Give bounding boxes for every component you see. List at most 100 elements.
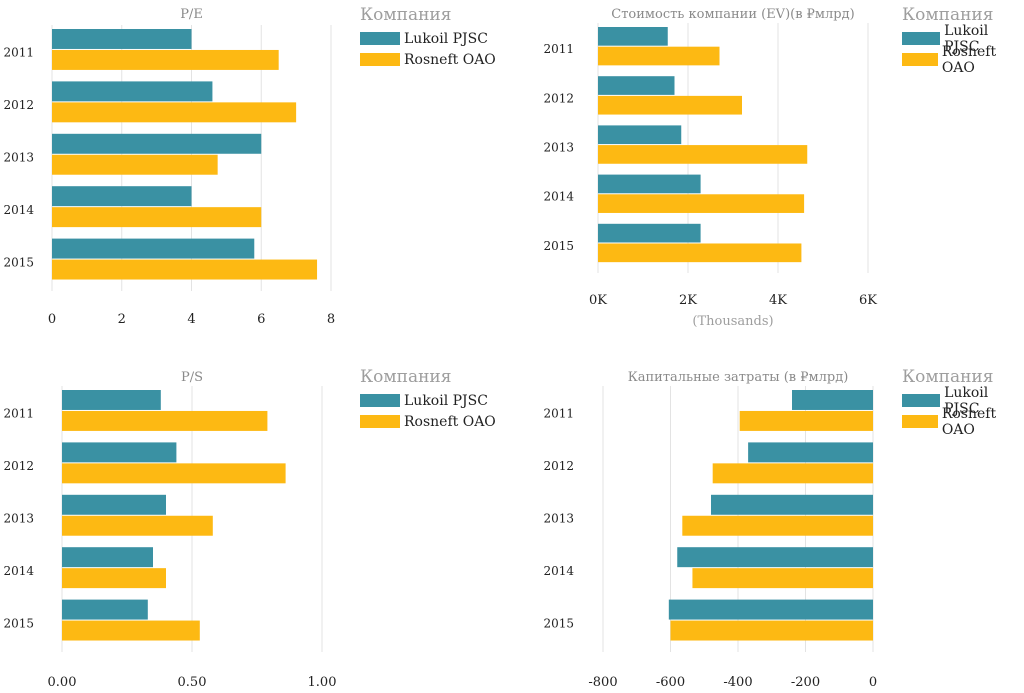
chart-title: Стоимость компании (EV)(в ₽млрд) [611,7,854,22]
rosneft-bar [598,95,742,115]
category-label: 2012 [543,459,574,473]
x-tick-label: 0K [589,293,607,308]
category-label: 2011 [3,46,34,60]
ev-chart: 0K 2K 4K 6K Стоимость компании (EV)(в ₽млрд)… [543,7,877,329]
x-tick-label: 0 [48,312,56,327]
lukoil-bar [52,133,262,154]
x-tick-label: -400 [723,675,752,690]
chart-title: P/S [181,370,203,385]
capex-chart-panel: -800 -600 -400 -200 0 Капитальные затраты (в … [530,360,900,693]
rosneft-bar [598,194,805,213]
lukoil-bar [598,27,668,46]
category-label: 2013 [3,512,34,526]
category-label: 2014 [3,564,34,578]
legend-title: Компания [902,367,994,387]
category-label: 2014 [543,564,574,578]
category-label: 2011 [543,42,574,56]
ps-chart-panel: 0.00 0.50 1.00 P/S 2011 2012 2013 2014 2015 [0,360,360,693]
lukoil-bar [598,125,682,145]
legend-label: Rosneft OAO [941,43,997,76]
rosneft-bar [712,463,873,484]
legend-label: Rosneft OAO [404,413,496,430]
x-tick-label: 0.50 [178,675,207,690]
rosneft-swatch [902,53,938,66]
category-label: 2012 [543,91,574,105]
category-label: 2012 [3,459,34,473]
chart-title: Капитальные затраты (в ₽млрд) [628,370,849,385]
lukoil-bar [598,223,701,243]
legend-item-rosneft[interactable]: Rosneft OAO [902,406,1024,438]
rosneft-bar [682,515,873,536]
rosneft-bar [52,259,318,280]
category-label: 2012 [3,98,34,112]
category-label: 2015 [543,239,574,253]
x-tick-label: 2K [679,293,697,308]
rosneft-bar [62,515,213,536]
lukoil-bar [62,599,148,620]
x-tick-label: 4K [769,293,787,308]
lukoil-bar [62,390,161,410]
legend-item-rosneft[interactable]: Rosneft OAO [360,411,496,432]
rosneft-bar [52,49,279,70]
lukoil-bar [52,81,213,102]
x-axis-label: (Thousands) [692,314,773,329]
legend-label: Lukoil PJSC [944,384,989,417]
lukoil-swatch [360,32,400,45]
legend-item-lukoil[interactable]: Lukoil PJSC [902,23,1024,55]
rosneft-swatch [360,415,400,428]
lukoil-bar [62,442,177,463]
rosneft-bar [62,568,166,589]
category-label: 2011 [543,407,574,421]
category-label: 2015 [3,616,34,630]
legend-item-lukoil[interactable]: Lukoil PJSC [902,385,1024,417]
lukoil-bar [598,174,701,194]
legend-label: Lukoil PJSC [404,30,488,47]
rosneft-bar [598,145,808,164]
x-tick-label: -800 [588,675,617,690]
lukoil-bar [52,186,192,207]
category-label: 2014 [543,190,574,204]
lukoil-bar [677,547,873,568]
legend-label: Rosneft OAO [941,405,997,438]
x-tick-label: 6 [257,312,265,327]
legend-item-rosneft[interactable]: Rosneft OAO [360,49,496,70]
legend-title: Компания [360,5,452,25]
capex-legend: Компания Lukoil PJSC Rosneft OAO [902,367,1024,438]
rosneft-bar [598,243,802,263]
rosneft-bar [739,410,873,431]
lukoil-bar [52,29,192,49]
lukoil-bar [52,238,255,259]
x-tick-label: 8 [327,312,335,327]
rosneft-bar [670,620,873,641]
rosneft-bar [62,620,200,641]
x-tick-label: 0 [869,675,877,690]
rosneft-swatch [902,415,938,428]
ps-legend: Компания Lukoil PJSC Rosneft OAO [360,367,496,432]
legend-label: Lukoil PJSC [404,392,488,409]
category-label: 2013 [543,141,574,155]
category-label: 2011 [3,407,34,421]
legend-title: Компания [360,367,452,387]
category-label: 2013 [3,151,34,165]
pe-legend: Компания Lukoil PJSC Rosneft OAO [360,5,496,70]
rosneft-swatch [360,53,400,66]
legend-item-lukoil[interactable]: Lukoil PJSC [360,28,496,49]
lukoil-bar [598,76,675,95]
legend-item-lukoil[interactable]: Lukoil PJSC [360,390,496,411]
category-label: 2013 [543,512,574,526]
legend-item-rosneft[interactable]: Rosneft OAO [902,44,1024,76]
lukoil-bar [711,494,873,515]
pe-chart-panel: 0 2 4 6 8 P/E 2011 2012 2013 2014 2015 [0,0,360,340]
x-tick-label: -200 [791,675,820,690]
lukoil-swatch [360,394,400,407]
lukoil-bar [668,599,873,620]
category-label: 2014 [3,203,34,217]
category-label: 2015 [543,616,574,630]
legend-title: Компания [902,5,994,25]
rosneft-bar [62,463,286,484]
x-tick-label: 2 [118,312,126,327]
chart-title: P/E [180,7,203,22]
lukoil-bar [62,547,153,568]
lukoil-bar [62,494,166,515]
rosneft-bar [598,46,720,66]
